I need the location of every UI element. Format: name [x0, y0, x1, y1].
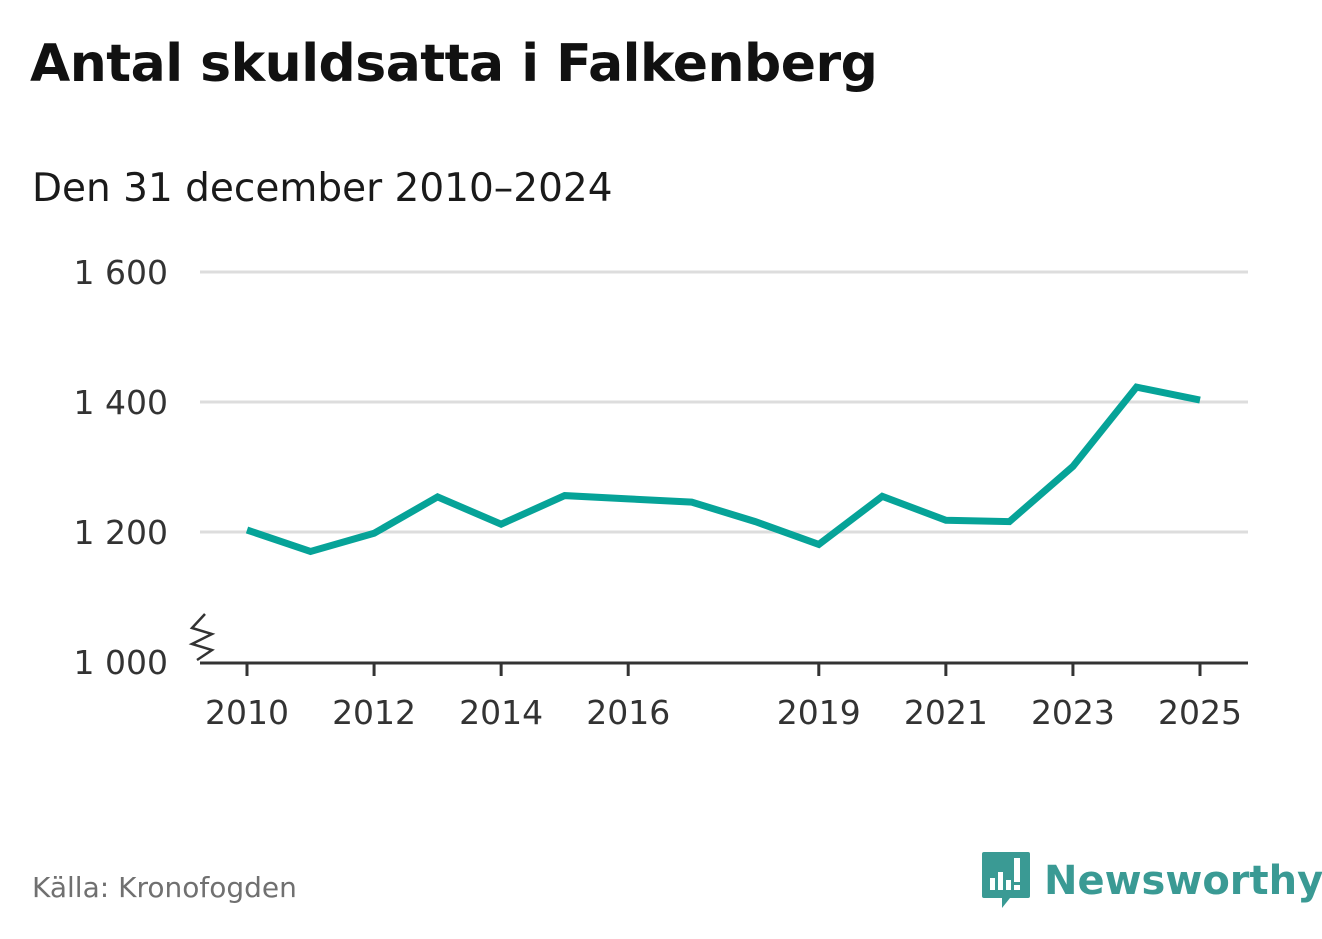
- series-line: [245, 383, 1201, 556]
- x-axis: 2010 2012 2014 2016 2019 2021 2023 2025: [188, 613, 1248, 732]
- x-tick-label: 2012: [332, 693, 416, 732]
- chart-subtitle: Den 31 december 2010–2024: [32, 166, 613, 211]
- chart-title: Antal skuldsatta i Falkenberg: [30, 34, 878, 94]
- x-tick-label: 2019: [777, 693, 861, 732]
- y-tick-label: 1 200: [74, 513, 168, 552]
- grid-lines: [200, 270, 1248, 534]
- y-axis: 1 000 1 200 1 400 1 600: [74, 253, 168, 682]
- brand-logo[interactable]: Newsworthy: [980, 850, 1322, 912]
- x-tick-label: 2010: [205, 693, 289, 732]
- x-tick-label: 2025: [1158, 693, 1242, 732]
- x-tick-label: 2016: [586, 693, 670, 732]
- data-series: [245, 383, 1201, 556]
- y-tick-label: 1 600: [74, 253, 168, 292]
- x-tick-label: 2021: [904, 693, 988, 732]
- x-tick-label: 2014: [459, 693, 543, 732]
- y-tick-label: 1 000: [74, 643, 168, 682]
- y-tick-label: 1 400: [74, 383, 168, 422]
- x-tick-label: 2023: [1031, 693, 1115, 732]
- brand-name: Newsworthy: [1044, 858, 1322, 904]
- source-note: Källa: Kronofogden: [32, 871, 297, 904]
- axis-break-icon: [188, 613, 216, 662]
- newsworthy-logo-icon: [982, 852, 1030, 908]
